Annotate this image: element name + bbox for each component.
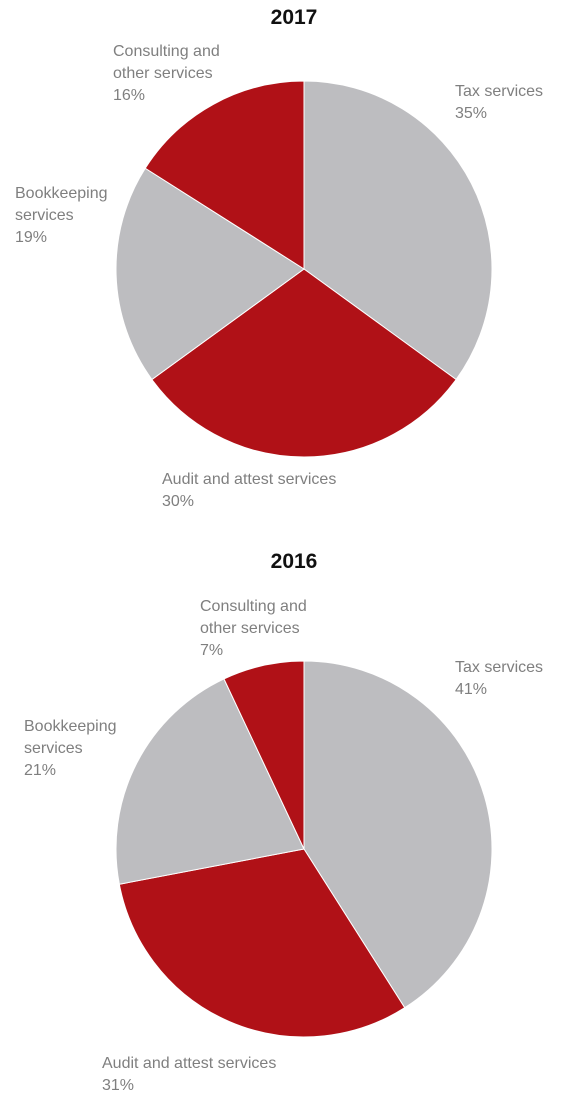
pie-2016 [115, 660, 493, 1038]
pie-2017 [115, 80, 493, 458]
pie-slice-tax-services [303, 80, 493, 381]
chart-title: 2016 [270, 550, 318, 573]
label-tax-services: Tax services 35% [455, 83, 544, 122]
pie-chart-2017: 2017 Tax services 35% Audit and attest se… [0, 0, 588, 540]
label-audit-attest-services: Audit and attest services 30% [162, 471, 337, 510]
pie-slice-tax-services [303, 660, 493, 1009]
pie-slice-audit-and-attest-services [151, 268, 457, 458]
pie-slice-audit-and-attest-services [118, 848, 406, 1038]
chart-title: 2017 [270, 6, 318, 29]
pie-slice-consulting-and-other-services [223, 660, 305, 850]
label-tax-services: Tax services 41% [455, 659, 544, 698]
pie-slice-bookkeeping-services [115, 678, 305, 885]
label-consulting-other-services: Consulting and other services 7% [200, 598, 307, 659]
label-consulting-other-services: Consulting and other services 16% [113, 43, 220, 104]
label-audit-attest-services: Audit and attest services 31% [102, 1055, 277, 1094]
pie-chart-2016: 2016 Tax services 41% Audit and attest se… [0, 540, 588, 1102]
label-bookkeeping-services: Bookkeeping services 21% [24, 718, 117, 779]
pie-slice-bookkeeping-services [115, 167, 305, 381]
pie-slice-consulting-and-other-services [144, 80, 305, 270]
label-bookkeeping-services: Bookkeeping services 19% [15, 185, 108, 246]
